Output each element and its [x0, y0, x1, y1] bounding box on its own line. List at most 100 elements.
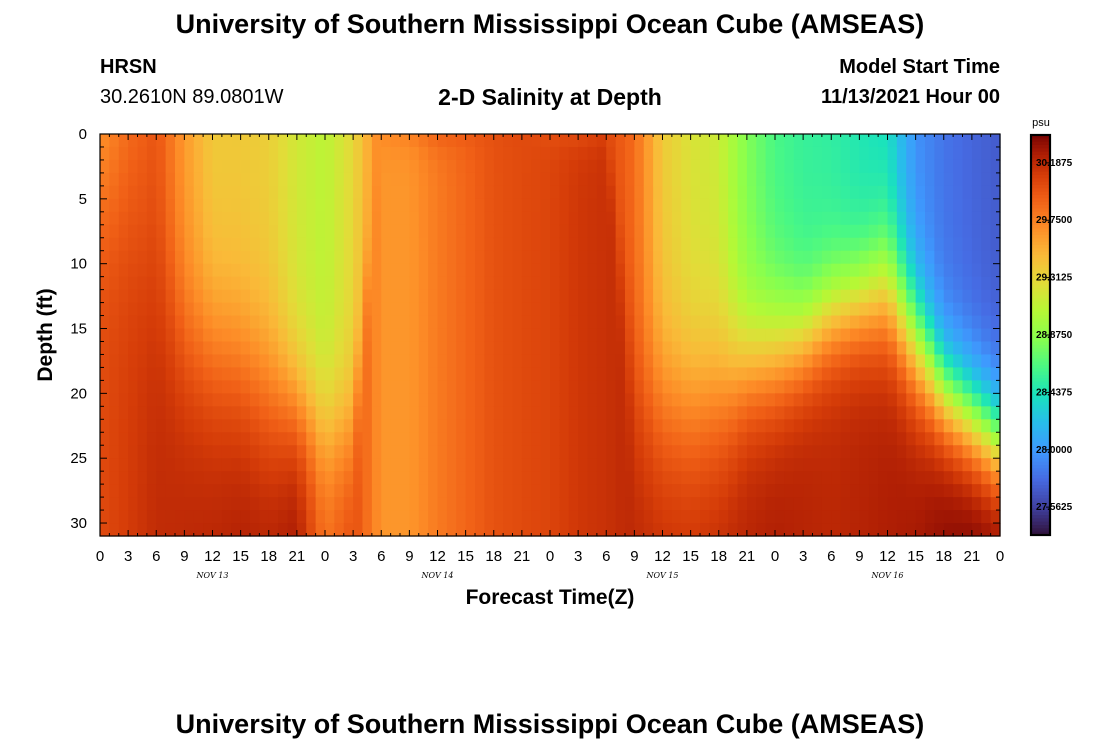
- heatmap-cell: [868, 393, 879, 407]
- heatmap-cell: [634, 198, 645, 213]
- heatmap-cell: [521, 419, 532, 433]
- heatmap-cell: [596, 172, 607, 187]
- heatmap-cell: [878, 237, 889, 252]
- heatmap-cell: [953, 237, 964, 252]
- x-tick-label: 9: [180, 548, 188, 565]
- heatmap-cell: [203, 146, 214, 161]
- heatmap-cell: [531, 198, 542, 213]
- heatmap-cell: [625, 432, 635, 446]
- heatmap-cell: [484, 146, 495, 161]
- heatmap-cell: [371, 367, 382, 381]
- heatmap-cell: [850, 276, 860, 291]
- heatmap-cell: [193, 406, 204, 420]
- heatmap-cell: [681, 185, 692, 200]
- heatmap-cell: [193, 380, 204, 394]
- heatmap-cell: [531, 523, 542, 537]
- heatmap-cell: [606, 393, 617, 407]
- heatmap-cell: [268, 484, 279, 498]
- heatmap-cell: [531, 159, 542, 174]
- heatmap-cell: [456, 211, 467, 226]
- heatmap-cell: [503, 250, 514, 265]
- heatmap-cell: [868, 445, 879, 459]
- heatmap-cell: [493, 172, 504, 187]
- heatmap-cell: [475, 406, 485, 420]
- heatmap-cell: [653, 406, 664, 420]
- heatmap-cell: [728, 419, 739, 433]
- heatmap-cell: [296, 393, 307, 407]
- heatmap-cell: [878, 185, 889, 200]
- heatmap-cell: [962, 484, 973, 498]
- heatmap-cell: [831, 419, 842, 433]
- colorbar-segment: [1031, 168, 1050, 173]
- heatmap-cell: [540, 445, 551, 459]
- heatmap-cell: [325, 289, 335, 304]
- heatmap-cell: [746, 315, 757, 330]
- heatmap-cell: [306, 432, 317, 446]
- x-tick-label: 6: [602, 548, 610, 565]
- heatmap-cell: [596, 458, 607, 472]
- heatmap-cell: [409, 367, 420, 381]
- heatmap-cell: [400, 497, 410, 511]
- heatmap-cell: [962, 341, 973, 356]
- heatmap-cell: [728, 458, 739, 472]
- heatmap-cell: [250, 250, 260, 265]
- heatmap-cell: [231, 224, 242, 239]
- heatmap-cell: [325, 510, 335, 524]
- heatmap-cell: [334, 250, 345, 265]
- heatmap-cell: [690, 523, 701, 537]
- heatmap-cell: [100, 523, 110, 537]
- heatmap-cell: [221, 471, 232, 485]
- heatmap-cell: [437, 198, 448, 213]
- heatmap-cell: [643, 367, 654, 381]
- heatmap-cell: [221, 276, 232, 291]
- heatmap-cell: [268, 406, 279, 420]
- heatmap-cell: [521, 159, 532, 174]
- heatmap-cell: [334, 237, 345, 252]
- heatmap-cell: [803, 159, 814, 174]
- heatmap-cell: [362, 380, 373, 394]
- heatmap-cell: [503, 185, 514, 200]
- heatmap-cell: [915, 289, 926, 304]
- heatmap-cell: [325, 341, 335, 356]
- heatmap-cell: [840, 367, 851, 381]
- heatmap-cell: [709, 289, 720, 304]
- heatmap-cell: [653, 211, 664, 226]
- heatmap-cell: [184, 250, 195, 265]
- heatmap-cell: [175, 406, 185, 420]
- heatmap-cell: [446, 484, 457, 498]
- heatmap-cell: [962, 211, 973, 226]
- heatmap-cell: [184, 289, 195, 304]
- heatmap-cell: [268, 380, 279, 394]
- heatmap-cell: [550, 159, 560, 174]
- heatmap-cell: [568, 497, 579, 511]
- x-tick-label: 0: [996, 548, 1004, 565]
- heatmap-cell: [475, 510, 485, 524]
- heatmap-cell: [353, 458, 364, 472]
- heatmap-cell: [700, 315, 710, 330]
- heatmap-cell: [437, 380, 448, 394]
- heatmap-cell: [100, 471, 110, 485]
- heatmap-cell: [718, 432, 729, 446]
- heatmap-cell: [784, 432, 795, 446]
- x-tick-label: 12: [879, 548, 896, 565]
- heatmap-cell: [896, 354, 907, 369]
- heatmap-cell: [503, 523, 514, 537]
- heatmap-cell: [334, 289, 345, 304]
- heatmap-cell: [334, 328, 345, 343]
- heatmap-cell: [137, 289, 148, 304]
- heatmap-cell: [156, 380, 167, 394]
- heatmap-cell: [915, 134, 926, 148]
- heatmap-cell: [625, 172, 635, 187]
- heatmap-cell: [559, 471, 570, 485]
- heatmap-cell: [962, 419, 973, 433]
- heatmap-cell: [765, 484, 776, 498]
- heatmap-cell: [118, 458, 129, 472]
- heatmap-cell: [465, 523, 476, 537]
- heatmap-cell: [906, 341, 917, 356]
- heatmap-cell: [728, 471, 739, 485]
- heatmap-cell: [362, 134, 373, 148]
- heatmap-cell: [428, 134, 439, 148]
- heatmap-cell: [165, 354, 176, 369]
- heatmap-cell: [587, 523, 598, 537]
- heatmap-cell: [793, 146, 804, 161]
